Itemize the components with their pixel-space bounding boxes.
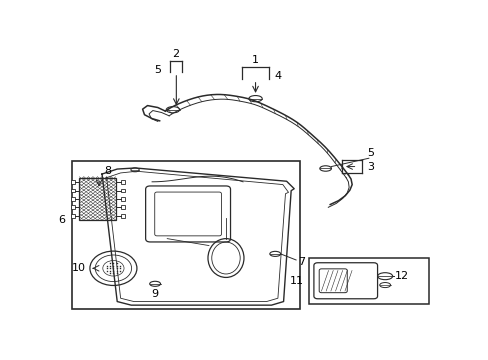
Bar bbox=[121, 189, 124, 193]
Text: 1: 1 bbox=[251, 55, 259, 64]
Bar bbox=[309, 258, 428, 304]
Text: 12: 12 bbox=[394, 271, 408, 281]
Bar bbox=[72, 161, 299, 309]
Text: 10: 10 bbox=[72, 263, 86, 273]
Bar bbox=[79, 178, 116, 220]
Bar bbox=[71, 180, 75, 184]
Bar bbox=[71, 206, 75, 210]
Bar bbox=[121, 197, 124, 201]
Text: 9: 9 bbox=[151, 289, 158, 300]
Bar bbox=[121, 206, 124, 210]
Text: 6: 6 bbox=[59, 215, 65, 225]
Text: 11: 11 bbox=[289, 276, 303, 286]
Bar bbox=[71, 214, 75, 218]
Text: 5: 5 bbox=[366, 148, 373, 158]
Text: 2: 2 bbox=[172, 49, 179, 59]
Bar bbox=[71, 189, 75, 193]
Bar bbox=[121, 180, 124, 184]
Text: 4: 4 bbox=[274, 71, 281, 81]
Bar bbox=[71, 197, 75, 201]
Text: 3: 3 bbox=[366, 162, 373, 172]
Text: 5: 5 bbox=[154, 64, 161, 75]
Bar bbox=[121, 214, 124, 218]
Text: 8: 8 bbox=[104, 166, 111, 176]
Text: 7: 7 bbox=[297, 257, 305, 267]
